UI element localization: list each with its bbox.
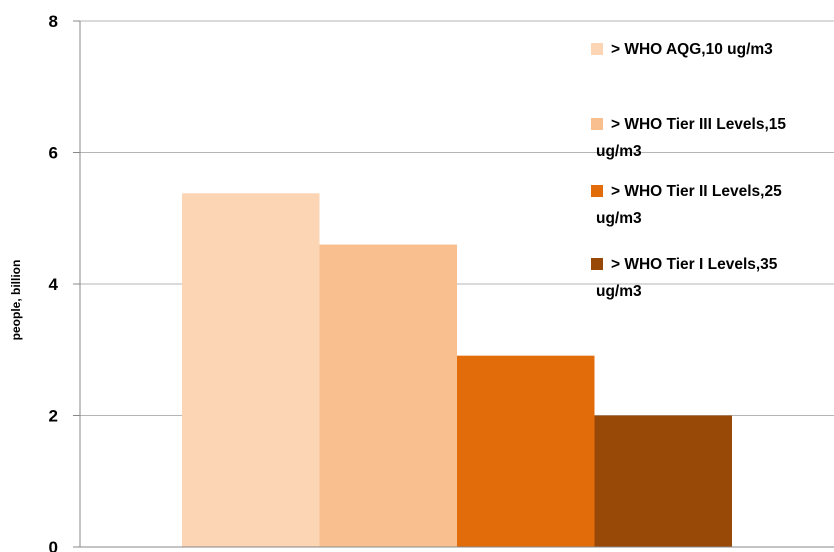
- y-tick-label: 0: [49, 538, 58, 552]
- y-tick-label: 2: [49, 407, 58, 426]
- legend-label: ug/m3: [596, 143, 642, 160]
- legend-swatch: [591, 118, 603, 130]
- y-tick-label: 4: [49, 275, 59, 294]
- legend-label: > WHO Tier I Levels,35: [611, 256, 778, 273]
- bars: [182, 193, 732, 548]
- legend-label: > WHO Tier II Levels,25: [611, 183, 782, 200]
- legend-label: ug/m3: [596, 210, 642, 227]
- y-tick-label: 6: [49, 144, 58, 163]
- y-ticks: 0 2 4 6 8: [49, 12, 80, 552]
- bar: [457, 355, 595, 547]
- y-tick-label: 8: [49, 12, 58, 31]
- legend-swatch: [591, 43, 603, 55]
- legend-swatch: [591, 185, 603, 197]
- legend-label: > WHO Tier III Levels,15: [611, 116, 786, 133]
- bar: [319, 244, 457, 548]
- bar: [594, 415, 732, 547]
- legend-swatch: [591, 258, 603, 270]
- legend-label: ug/m3: [596, 283, 642, 300]
- legend-label: > WHO AQG,10 ug/m3: [611, 41, 773, 58]
- legend: > WHO AQG,10 ug/m3 > WHO Tier III Levels,…: [591, 41, 786, 300]
- y-axis-title: people, billion: [9, 260, 23, 341]
- bar: [182, 193, 320, 547]
